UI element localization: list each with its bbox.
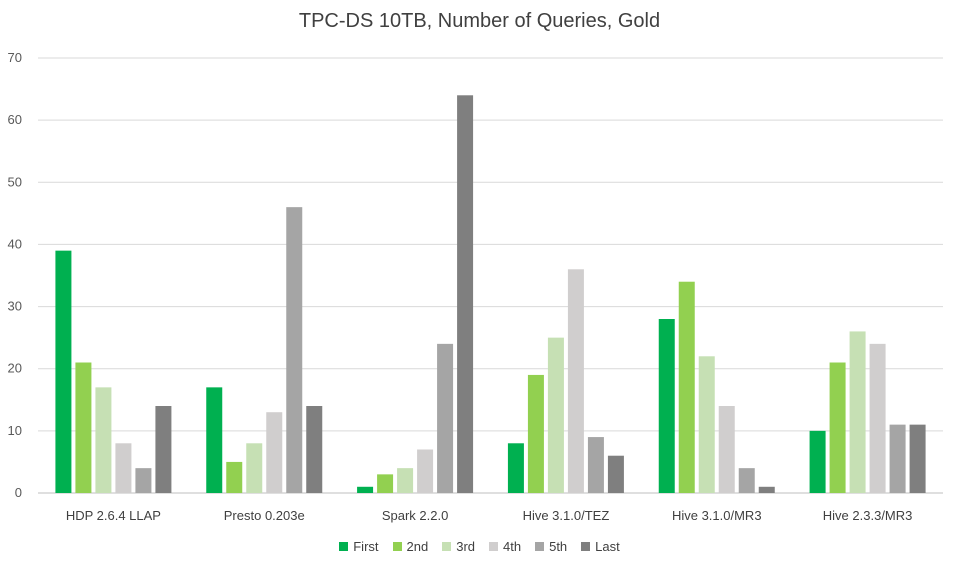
bar-first <box>357 486 374 493</box>
bar-4th <box>417 449 434 493</box>
legend-item: 5th <box>535 539 567 554</box>
bar-3rd <box>397 468 414 493</box>
bar-5th <box>587 437 604 493</box>
bar-5th <box>889 424 906 493</box>
legend-label: Last <box>595 539 620 554</box>
bar-first <box>507 443 524 493</box>
x-tick-label: Hive 2.3.3/MR3 <box>823 508 913 523</box>
legend-swatch <box>442 542 452 551</box>
bar-3rd <box>95 387 112 493</box>
bar-4th <box>567 269 584 493</box>
legend-label: 4th <box>503 539 522 554</box>
bar-2nd <box>829 362 846 493</box>
legend-item: Last <box>581 539 620 554</box>
legend-item: 4th <box>489 539 521 554</box>
legend-swatch <box>489 542 499 551</box>
y-tick-label: 20 <box>8 361 22 376</box>
bar-2nd <box>678 281 695 493</box>
x-tick-label: Hive 3.1.0/MR3 <box>672 508 762 523</box>
x-tick-label: Spark 2.2.0 <box>382 508 449 523</box>
bar-3rd <box>849 331 866 493</box>
bar-last <box>457 95 474 494</box>
legend-item: 3rd <box>442 539 475 554</box>
bar-4th <box>115 443 132 493</box>
bar-2nd <box>226 461 243 493</box>
bar-first <box>809 430 826 493</box>
legend-swatch <box>581 542 591 551</box>
bar-last <box>909 424 926 493</box>
bar-first <box>55 250 72 493</box>
legend-swatch <box>392 542 402 551</box>
x-tick-label: HDP 2.6.4 LLAP <box>66 508 161 523</box>
y-tick-label: 40 <box>8 236 22 251</box>
legend-label: 2nd <box>406 539 429 554</box>
chart-legend: First 2nd 3rd 4th 5th Last <box>0 539 959 554</box>
y-tick-label: 30 <box>8 299 22 314</box>
legend-label: First <box>353 539 379 554</box>
y-tick-label: 60 <box>8 112 22 127</box>
y-tick-label: 10 <box>8 423 22 438</box>
bar-5th <box>135 468 152 493</box>
legend-label: 5th <box>549 539 568 554</box>
x-tick-label: Hive 3.1.0/TEZ <box>523 508 610 523</box>
legend-swatch <box>535 542 545 551</box>
bar-3rd <box>246 443 263 493</box>
legend-item: 2nd <box>392 539 429 554</box>
bar-3rd <box>547 337 564 493</box>
bar-2nd <box>75 362 92 493</box>
legend-label: 3rd <box>456 539 476 554</box>
bar-3rd <box>698 356 715 493</box>
bar-last <box>758 486 775 493</box>
bar-first <box>658 319 675 493</box>
bar-5th <box>738 468 755 493</box>
bar-2nd <box>527 374 544 493</box>
legend-swatch <box>339 542 349 551</box>
bar-last <box>306 406 323 493</box>
chart-title: TPC-DS 10TB, Number of Queries, Gold <box>298 10 661 32</box>
bar-5th <box>437 343 454 493</box>
x-tick-label: Presto 0.203e <box>224 508 305 523</box>
legend-item: First <box>339 539 379 554</box>
y-tick-label: 70 <box>8 50 22 65</box>
bar-2nd <box>377 474 394 493</box>
y-tick-label: 0 <box>15 485 22 500</box>
bar-first <box>206 387 223 493</box>
bar-last <box>155 406 172 493</box>
y-tick-label: 50 <box>8 174 22 189</box>
bar-5th <box>286 207 303 493</box>
bar-4th <box>718 406 735 493</box>
bar-last <box>607 455 624 493</box>
bar-4th <box>869 343 886 493</box>
bar-4th <box>266 412 283 493</box>
